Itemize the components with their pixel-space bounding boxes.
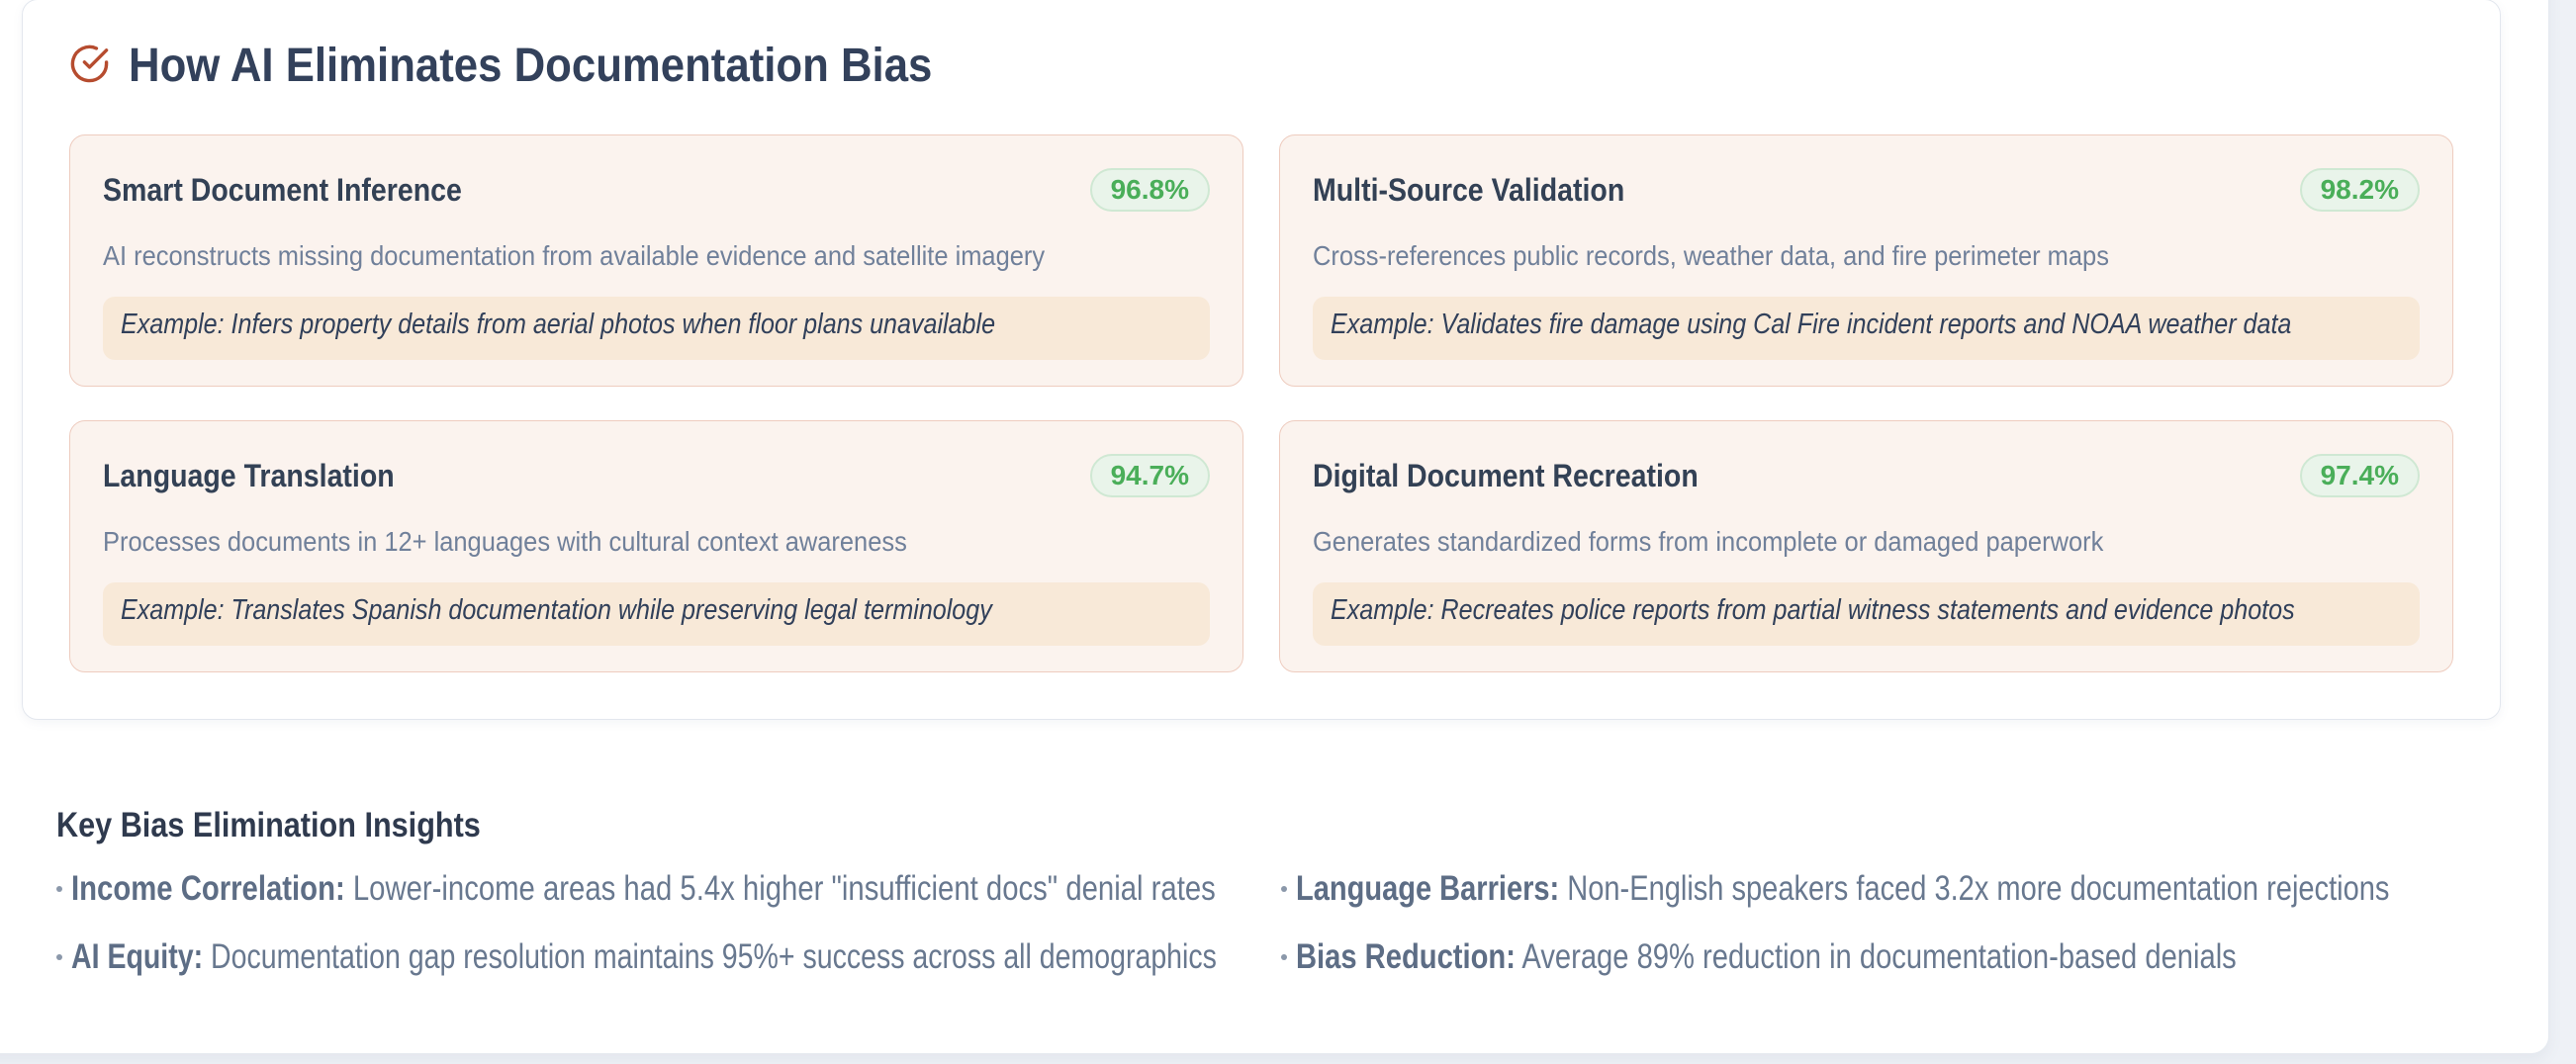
insight-text: Non-English speakers faced 3.2x more doc… [1567,868,2390,908]
card-head: Multi-Source Validation 98.2% [1313,167,2420,212]
card-description: Cross-references public records, weather… [1313,239,2109,271]
method-card-smart-document-inference: Smart Document Inference 96.8% AI recons… [69,133,1243,387]
accuracy-badge: 96.8% [1089,167,1210,212]
card-description: AI reconstructs missing documentation fr… [103,239,1046,271]
methods-grid: Smart Document Inference 96.8% AI recons… [69,133,2453,672]
insight-content: Language Barriers: Non-English speakers … [1296,865,2389,913]
method-card-language-translation: Language Translation 94.7% Processes doc… [69,419,1243,672]
card-head: Digital Document Recreation 97.4% [1313,453,2420,497]
bullet-icon [55,885,62,892]
method-card-digital-document-recreation: Digital Document Recreation 97.4% Genera… [1279,419,2453,672]
card-example-text: Example: Translates Spanish documentatio… [121,593,992,626]
insight-text: Average 89% reduction in documentation-b… [1521,936,2237,976]
bullet-icon [55,953,62,960]
insight-text: Documentation gap resolution maintains 9… [210,936,1217,976]
card-example: Example: Infers property details from ae… [103,296,1210,360]
card-example: Example: Translates Spanish documentatio… [103,581,1210,646]
card-title: Smart Document Inference [103,171,462,208]
bullet-icon [1281,885,1288,892]
insight-content: Income Correlation: Lower-income areas h… [71,865,1216,913]
ai-bias-section-panel: How AI Eliminates Documentation Bias Sma… [22,0,2501,720]
card-title: Digital Document Recreation [1313,457,1699,493]
accuracy-badge: 98.2% [2299,167,2420,212]
card-title: Multi-Source Validation [1313,171,1625,208]
bullet-icon [1281,953,1288,960]
card-description: Processes documents in 12+ languages wit… [103,525,907,557]
insight-item-income-correlation: Income Correlation: Lower-income areas h… [55,865,1281,913]
card-example-text: Example: Infers property details from ae… [121,308,996,340]
accuracy-badge: 94.7% [1089,453,1210,497]
insights-section: Key Bias Elimination Insights Income Cor… [55,803,2490,981]
card-head: Smart Document Inference 96.8% [103,167,1210,212]
card-head: Language Translation 94.7% [103,453,1210,497]
card-example-text: Example: Validates fire damage using Cal… [1331,308,2292,340]
insight-label: Language Barriers: [1296,868,1560,908]
section-title: How AI Eliminates Documentation Bias [129,40,933,92]
insight-item-language-barriers: Language Barriers: Non-English speakers … [1281,865,2576,913]
insight-item-bias-reduction: Bias Reduction: Average 89% reduction in… [1281,933,2576,981]
method-card-multi-source-validation: Multi-Source Validation 98.2% Cross-refe… [1279,133,2453,387]
card-example: Example: Recreates police reports from p… [1313,581,2420,646]
insight-item-ai-equity: AI Equity: Documentation gap resolution … [55,933,1281,981]
insight-content: Bias Reduction: Average 89% reduction in… [1296,933,2237,981]
card-title: Language Translation [103,457,395,493]
accuracy-badge: 97.4% [2299,453,2420,497]
insight-label: AI Equity: [70,936,203,976]
insight-label: Bias Reduction: [1296,936,1517,976]
section-header: How AI Eliminates Documentation Bias [69,38,2453,95]
card-description: Generates standardized forms from incomp… [1313,525,2104,557]
check-circle-icon [70,44,109,83]
card-example-text: Example: Recreates police reports from p… [1331,593,2295,626]
insight-label: Income Correlation: [70,868,345,908]
card-example: Example: Validates fire damage using Cal… [1313,296,2420,360]
insights-grid: Income Correlation: Lower-income areas h… [55,865,2490,981]
insight-text: Lower-income areas had 5.4x higher "insu… [352,868,1216,908]
insights-title: Key Bias Elimination Insights [55,806,481,845]
insight-content: AI Equity: Documentation gap resolution … [71,933,1217,981]
